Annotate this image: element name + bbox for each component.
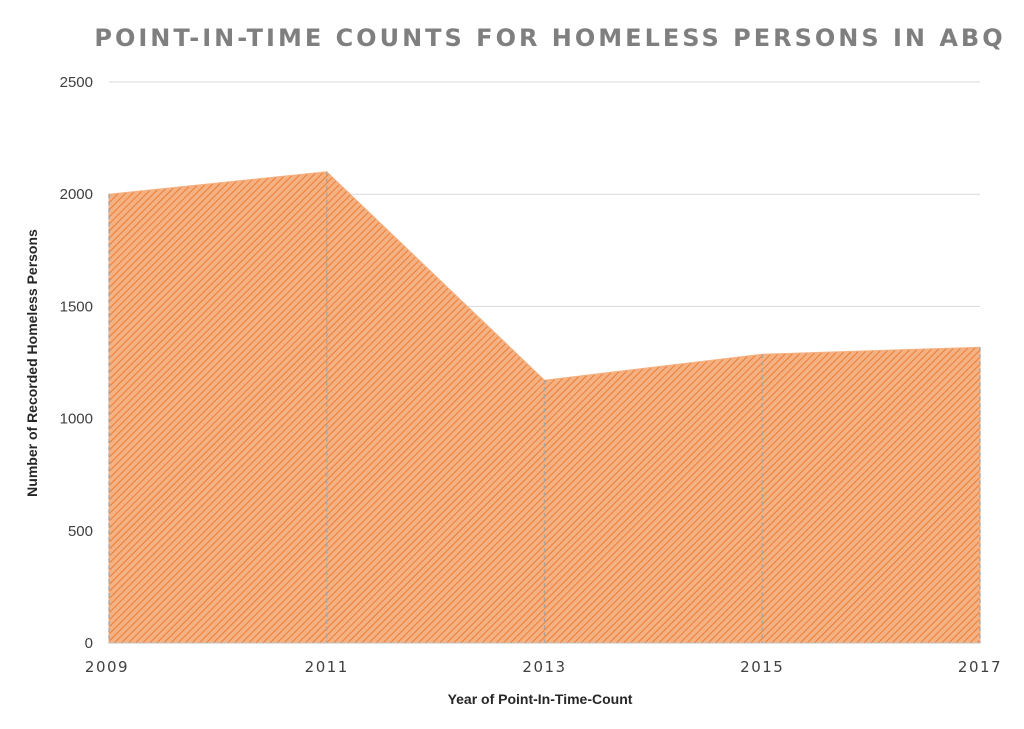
x-axis-ticks: 2009 2011 2013 2015 2017 <box>85 658 1002 676</box>
x-tick-label: 2009 <box>85 658 129 676</box>
x-axis-title: Year of Point-In-Time-Count <box>448 691 633 707</box>
y-tick-label: 500 <box>68 523 93 540</box>
y-tick-label: 1500 <box>60 298 93 315</box>
x-tick-label: 2013 <box>522 658 566 676</box>
x-tick-label: 2011 <box>305 658 349 676</box>
y-tick-label: 0 <box>85 635 93 652</box>
y-tick-label: 2000 <box>60 186 93 203</box>
x-tick-label: 2015 <box>740 658 784 676</box>
y-axis-title: Number of Recorded Homeless Persons <box>24 229 40 497</box>
plot-area <box>108 171 981 644</box>
y-tick-label: 2500 <box>60 74 93 91</box>
chart-title: POINT-IN-TIME COUNTS FOR HOMELESS PERSON… <box>94 24 1005 52</box>
y-tick-label: 1000 <box>60 411 93 428</box>
y-axis-ticks: 0 500 1000 1500 2000 2500 <box>60 74 93 652</box>
x-tick-label: 2017 <box>958 658 1002 676</box>
